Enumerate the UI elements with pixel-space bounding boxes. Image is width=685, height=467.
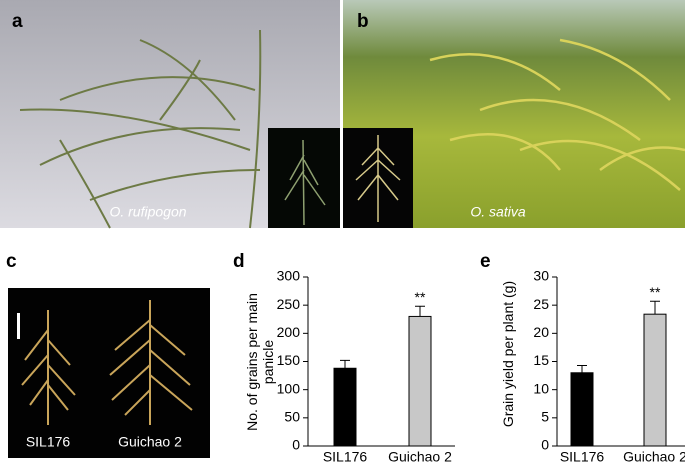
photo-panicles <box>8 288 210 458</box>
panel-label: d <box>233 251 245 272</box>
y-tick-label: 200 <box>277 324 301 340</box>
inset-panicle <box>355 135 401 222</box>
scale-bar <box>17 313 20 339</box>
bar <box>570 372 594 447</box>
significance-mark: ** <box>415 289 426 305</box>
x-tick-label: SIL176 <box>560 449 605 465</box>
y-tick-label: 5 <box>541 409 549 425</box>
panicle-caption: SIL176 <box>26 434 71 450</box>
error-bar <box>650 300 660 315</box>
y-tick-label: 20 <box>533 324 549 340</box>
panel-label: e <box>480 251 491 272</box>
panicle-drawing <box>21 300 193 425</box>
bar <box>408 315 432 447</box>
y-tick-label: 0 <box>292 437 300 453</box>
y-axis-label: Grain yield per plant (g) <box>500 280 516 427</box>
panicle-drawing <box>19 29 262 229</box>
y-axis-label: No. of grains per main panicle <box>244 292 276 431</box>
panel-label: c <box>6 251 17 272</box>
bar <box>333 367 357 447</box>
x-tick-label: Guichao 2 <box>388 449 452 465</box>
y-tick-label: 250 <box>277 296 301 312</box>
panel-label: a <box>12 11 23 32</box>
y-tick-label: 0 <box>541 437 549 453</box>
error-bar <box>340 359 350 369</box>
panel-label: b <box>357 11 369 32</box>
x-tick-label: Guichao 2 <box>623 449 685 465</box>
field-panicles <box>429 38 685 191</box>
inset-panicle <box>284 139 326 226</box>
y-tick-label: 15 <box>533 352 549 368</box>
x-tick-label: SIL176 <box>323 449 368 465</box>
y-tick-label: 50 <box>284 409 300 425</box>
y-tick-label: 10 <box>533 380 549 396</box>
species-caption: O. sativa <box>470 204 525 220</box>
error-bar <box>415 305 425 317</box>
species-caption: O. rufipogon <box>109 204 186 220</box>
panicle-caption: Guichao 2 <box>118 434 182 450</box>
y-tick-label: 30 <box>533 268 549 284</box>
y-tick-label: 150 <box>277 352 301 368</box>
y-tick-label: 300 <box>277 268 301 284</box>
bar <box>643 313 667 447</box>
significance-mark: ** <box>650 284 661 300</box>
error-bar <box>577 364 587 373</box>
y-tick-label: 100 <box>277 380 301 396</box>
y-tick-label: 25 <box>533 296 549 312</box>
